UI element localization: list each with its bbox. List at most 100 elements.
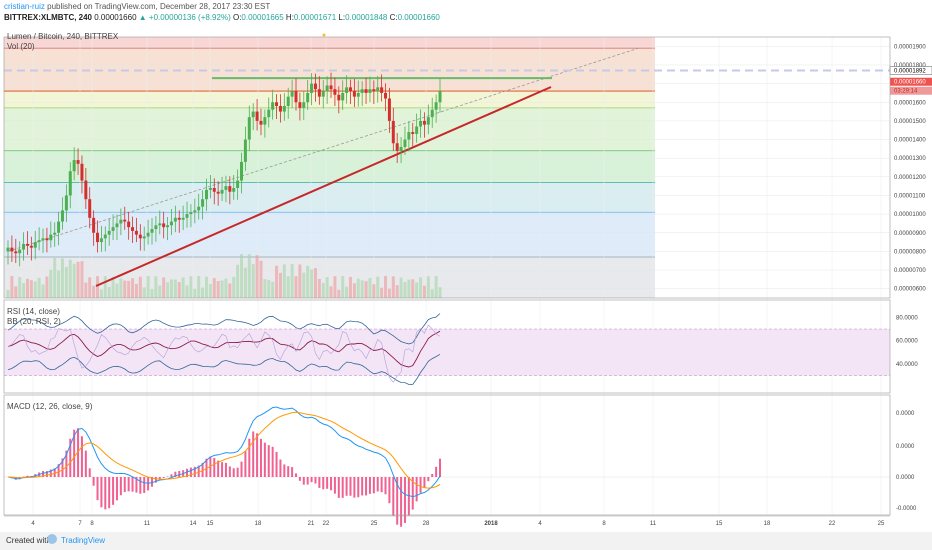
created-with-text: Created with	[6, 536, 51, 545]
time-axis[interactable]: 4 7 8 11 14 15 18 21 22 25 28 2018 4 8 11 15 18 22 25	[31, 521, 885, 527]
volume-bar	[259, 260, 263, 298]
price-axis-bg	[890, 37, 932, 298]
candle-body	[80, 163, 84, 181]
price-tick-label: 0.00001000	[894, 212, 926, 218]
candle-body	[142, 236, 146, 239]
volume-bar	[325, 277, 329, 298]
candle-body	[68, 171, 72, 196]
price-axis[interactable]: 0.000019000.000018000.000017000.00001600…	[889, 37, 932, 298]
macd-hist-bar	[84, 450, 87, 477]
candle-body	[298, 102, 302, 108]
macd-hist-bar	[170, 474, 173, 477]
volume-bar	[403, 281, 407, 298]
macd-hist-bar	[162, 477, 165, 478]
candle-body	[123, 219, 127, 222]
candle-body	[111, 227, 115, 231]
candle-body	[243, 139, 247, 162]
macd-hist-bar	[380, 477, 383, 493]
macd-hist-bar	[139, 477, 142, 494]
volume-bar	[169, 279, 173, 298]
candle-body	[251, 111, 255, 118]
candle-body	[99, 238, 103, 243]
macd-hist-bar	[232, 468, 235, 477]
macd-hist-bar	[73, 429, 76, 477]
macd-hist-bar	[151, 477, 153, 487]
macd-tick-label: 0.0000	[896, 444, 915, 450]
candle-body	[216, 191, 220, 194]
fib-zone	[4, 91, 655, 108]
candle-body	[282, 105, 286, 112]
candle-body	[294, 91, 298, 103]
chart-canvas[interactable]: 0.000019000.000018000.000017000.00001600…	[0, 0, 932, 532]
main-pane-title: Lumen / Bitcoin, 240, BITTREX	[7, 32, 119, 41]
candle-body	[236, 180, 240, 189]
countdown-bg	[890, 86, 932, 95]
support-trendline	[95, 86, 552, 287]
time-tick-label: 4	[538, 521, 542, 527]
volume-bar	[411, 279, 415, 298]
volume-bar	[185, 285, 189, 298]
volume-bar	[387, 288, 391, 298]
macd-hist-bar	[427, 477, 430, 482]
candle-body	[337, 94, 341, 101]
macd-hist-bar	[131, 477, 134, 492]
macd-tick-label: 0.0000	[896, 475, 915, 481]
candle-body	[411, 132, 415, 134]
volume-bar	[306, 265, 310, 298]
macd-hist-bar	[415, 477, 418, 502]
volume-bar	[313, 268, 317, 298]
candle-body	[430, 109, 434, 118]
price-tick-label: 0.00000700	[894, 268, 926, 274]
alert-marker	[322, 33, 326, 37]
time-tick-label: 4	[31, 521, 35, 527]
macd-hist-bar	[403, 477, 406, 523]
volume-bar	[240, 254, 244, 298]
volume-bar	[220, 280, 224, 298]
pane-frames	[3, 36, 891, 517]
candle-body	[103, 234, 107, 239]
price-tick-label: 0.00001400	[894, 138, 926, 144]
candle-body	[341, 92, 345, 101]
low-value: 0.00001848	[345, 13, 388, 22]
rsi-line	[7, 324, 441, 383]
candle-body	[275, 102, 279, 106]
volume-bar	[399, 277, 403, 298]
macd-hist-bar	[80, 436, 83, 477]
price-tick-label: 0.00000800	[894, 249, 926, 255]
volume-bar	[14, 286, 18, 298]
macd-hist-bar	[221, 462, 224, 477]
candle-body	[53, 232, 57, 235]
macd-hist-bar	[178, 470, 181, 477]
volume-bar	[134, 283, 138, 298]
price-tick-label: 0.00001900	[894, 44, 926, 50]
candle-body	[158, 223, 162, 226]
candle-body	[387, 98, 391, 121]
macd-hist-bar	[45, 471, 48, 477]
macd-hist-bar	[376, 477, 379, 492]
candle-body	[286, 96, 290, 106]
candle-body	[384, 92, 388, 99]
macd-hist-bar	[302, 477, 305, 485]
time-tick-label: 7	[78, 521, 82, 527]
macd-hist-bar	[123, 477, 126, 492]
rsi-band	[4, 329, 890, 376]
macd-hist-bar	[291, 467, 294, 477]
macd-hist-bar	[400, 477, 403, 527]
volume-bar	[422, 285, 426, 298]
candle-body	[376, 87, 380, 92]
trend-overlays	[4, 33, 890, 287]
time-tick-label: 15	[207, 521, 214, 527]
volume-bar	[201, 287, 205, 298]
volume-bar	[290, 264, 294, 298]
tradingview-link[interactable]: TradingView	[61, 536, 106, 545]
volume-bar	[333, 276, 337, 298]
candle-body	[185, 214, 189, 218]
volume-bar	[345, 286, 349, 298]
symbol: BITTREX:XLMBTC, 240	[4, 13, 93, 22]
macd-hist-bar	[224, 462, 227, 477]
macd-hist-bar	[96, 477, 99, 501]
author-link[interactable]: cristian-ruiz	[4, 2, 45, 11]
volume-bar	[263, 279, 267, 298]
volume-bar	[337, 289, 341, 298]
candle-body	[45, 238, 49, 241]
